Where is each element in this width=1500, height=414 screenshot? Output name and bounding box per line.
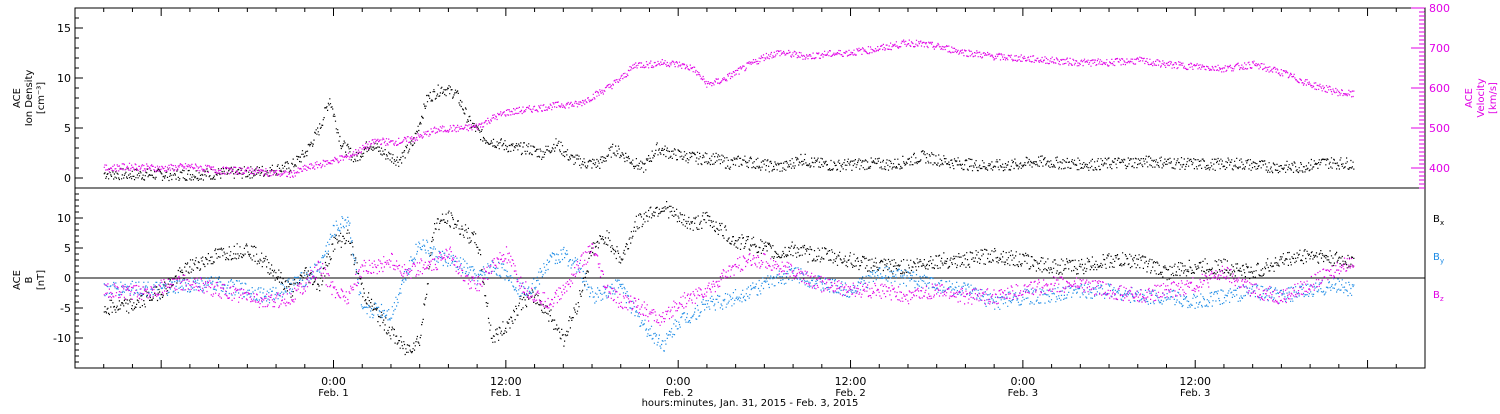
x-tick-date-label-2: Feb. 2 xyxy=(663,388,693,399)
x-tick-time-label-3: 12:00 xyxy=(835,375,867,388)
x-tick-date-label-3: Feb. 2 xyxy=(835,388,865,399)
top-panel-data xyxy=(103,39,1355,182)
bottom-ytick-label-0: -10 xyxy=(53,332,71,345)
bottom-panel-data xyxy=(103,201,1355,356)
bottom-ytick-label-1: -5 xyxy=(60,302,71,315)
bottom-ylabel-line1: ACE xyxy=(12,270,23,290)
top-right-ytick-label-0: 400 xyxy=(1429,162,1450,175)
x-tick-date-label-4: Feb. 3 xyxy=(1008,388,1038,399)
top-series-density-points xyxy=(103,84,1355,182)
x-tick-date-label-5: Feb. 3 xyxy=(1180,388,1210,399)
top-left-ytick-label-2: 10 xyxy=(57,72,71,85)
top-right-ytick-label-2: 600 xyxy=(1429,82,1450,95)
bottom-ytick-label-3: 5 xyxy=(64,242,71,255)
top-series-velocity-points xyxy=(103,39,1355,178)
top-left-ylabel: ACE Ion Density [cm⁻³] xyxy=(12,70,47,127)
bottom-ytick-label-4: 10 xyxy=(57,212,71,225)
x-tick-time-label-5: 12:00 xyxy=(1179,375,1211,388)
top-left-ylabel-line3: [cm⁻³] xyxy=(36,82,47,114)
top-right-ylabel-line2: Velocity xyxy=(1476,78,1487,117)
bottom-series-by-points xyxy=(103,216,1355,352)
bottom-ytick-label-2: 0 xyxy=(64,272,71,285)
legend-subscript-x: x xyxy=(1440,219,1444,227)
legend-subscript-z: z xyxy=(1440,295,1444,303)
top-right-ylabel-line3: [km/s] xyxy=(1488,82,1499,114)
bottom-ylabel: ACE B [nT] xyxy=(12,270,47,290)
legend-label-x: B xyxy=(1433,214,1440,225)
x-tick-time-label-0: 0:00 xyxy=(321,375,346,388)
bottom-panel-axes: -10 -5 0 5 10 xyxy=(53,193,1425,363)
top-right-ylabel: ACE Velocity [km/s] xyxy=(1464,78,1499,117)
x-tick-time-label-4: 0:00 xyxy=(1011,375,1036,388)
x-axis-label: hours:minutes, Jan. 31, 2015 - Feb. 3, 2… xyxy=(642,398,859,409)
top-left-ytick-label-0: 0 xyxy=(64,172,71,185)
top-right-ytick-label-3: 700 xyxy=(1429,42,1450,55)
bottom-ylabel-line3: [nT] xyxy=(36,270,47,290)
bottom-series-bz-points xyxy=(103,243,1355,326)
top-left-ytick-label-1: 5 xyxy=(64,122,71,135)
bottom-ylabel-line2: B xyxy=(24,276,35,283)
x-tick-date-label-1: Feb. 1 xyxy=(491,388,521,399)
x-tick-time-label-1: 12:00 xyxy=(490,375,522,388)
top-panel-axes: 0 5 10 15 400 500 600 700 800 xyxy=(57,2,1450,189)
x-tick-time-label-2: 0:00 xyxy=(666,375,691,388)
legend-subscript-y: y xyxy=(1440,257,1444,265)
top-right-ytick-label-1: 500 xyxy=(1429,122,1450,135)
top-left-ylabel-line1: ACE xyxy=(12,88,23,108)
top-right-ytick-label-4: 800 xyxy=(1429,2,1450,15)
x-tick-date-label-0: Feb. 1 xyxy=(318,388,348,399)
legend-label-z: B xyxy=(1433,290,1440,301)
legend-label-y: B xyxy=(1433,252,1440,263)
top-left-ytick-label-3: 15 xyxy=(57,22,71,35)
top-left-ylabel-line2: Ion Density xyxy=(24,70,35,127)
top-right-ylabel-line1: ACE xyxy=(1464,88,1475,108)
